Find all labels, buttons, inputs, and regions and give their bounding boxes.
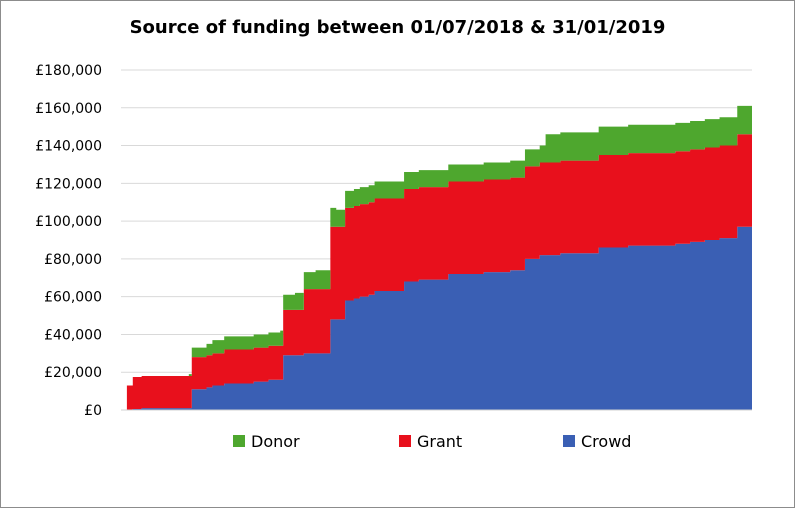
stacked-areas [121, 104, 752, 411]
area-donor [121, 104, 752, 410]
y-tick-label: £80,000 [44, 252, 102, 268]
y-axis-ticks: £0 £20,000 £40,000 £60,000 £80,000 £100,000 £1… [35, 63, 102, 419]
y-tick-label: £160,000 [35, 101, 102, 117]
legend-swatch-crowd [563, 435, 575, 447]
area-crowd [121, 224, 752, 410]
y-tick-label: £40,000 [44, 327, 102, 343]
y-tick-label: £20,000 [44, 365, 102, 381]
area-grant [121, 132, 752, 411]
y-tick-label: £180,000 [35, 63, 102, 79]
legend-label-donor: Donor [251, 432, 300, 451]
y-tick-label: £120,000 [35, 176, 102, 192]
y-tick-label: £140,000 [35, 139, 102, 155]
y-tick-label: £60,000 [44, 290, 102, 306]
legend-label-crowd: Crowd [581, 432, 631, 451]
legend-label-grant: Grant [417, 432, 462, 451]
y-tick-label: £0 [84, 403, 102, 419]
chart-title: Source of funding between 01/07/2018 & 3… [129, 17, 666, 38]
legend: Donor Grant Crowd [233, 432, 631, 451]
legend-swatch-grant [399, 435, 411, 447]
legend-swatch-donor [233, 435, 245, 447]
y-tick-label: £100,000 [35, 214, 102, 230]
